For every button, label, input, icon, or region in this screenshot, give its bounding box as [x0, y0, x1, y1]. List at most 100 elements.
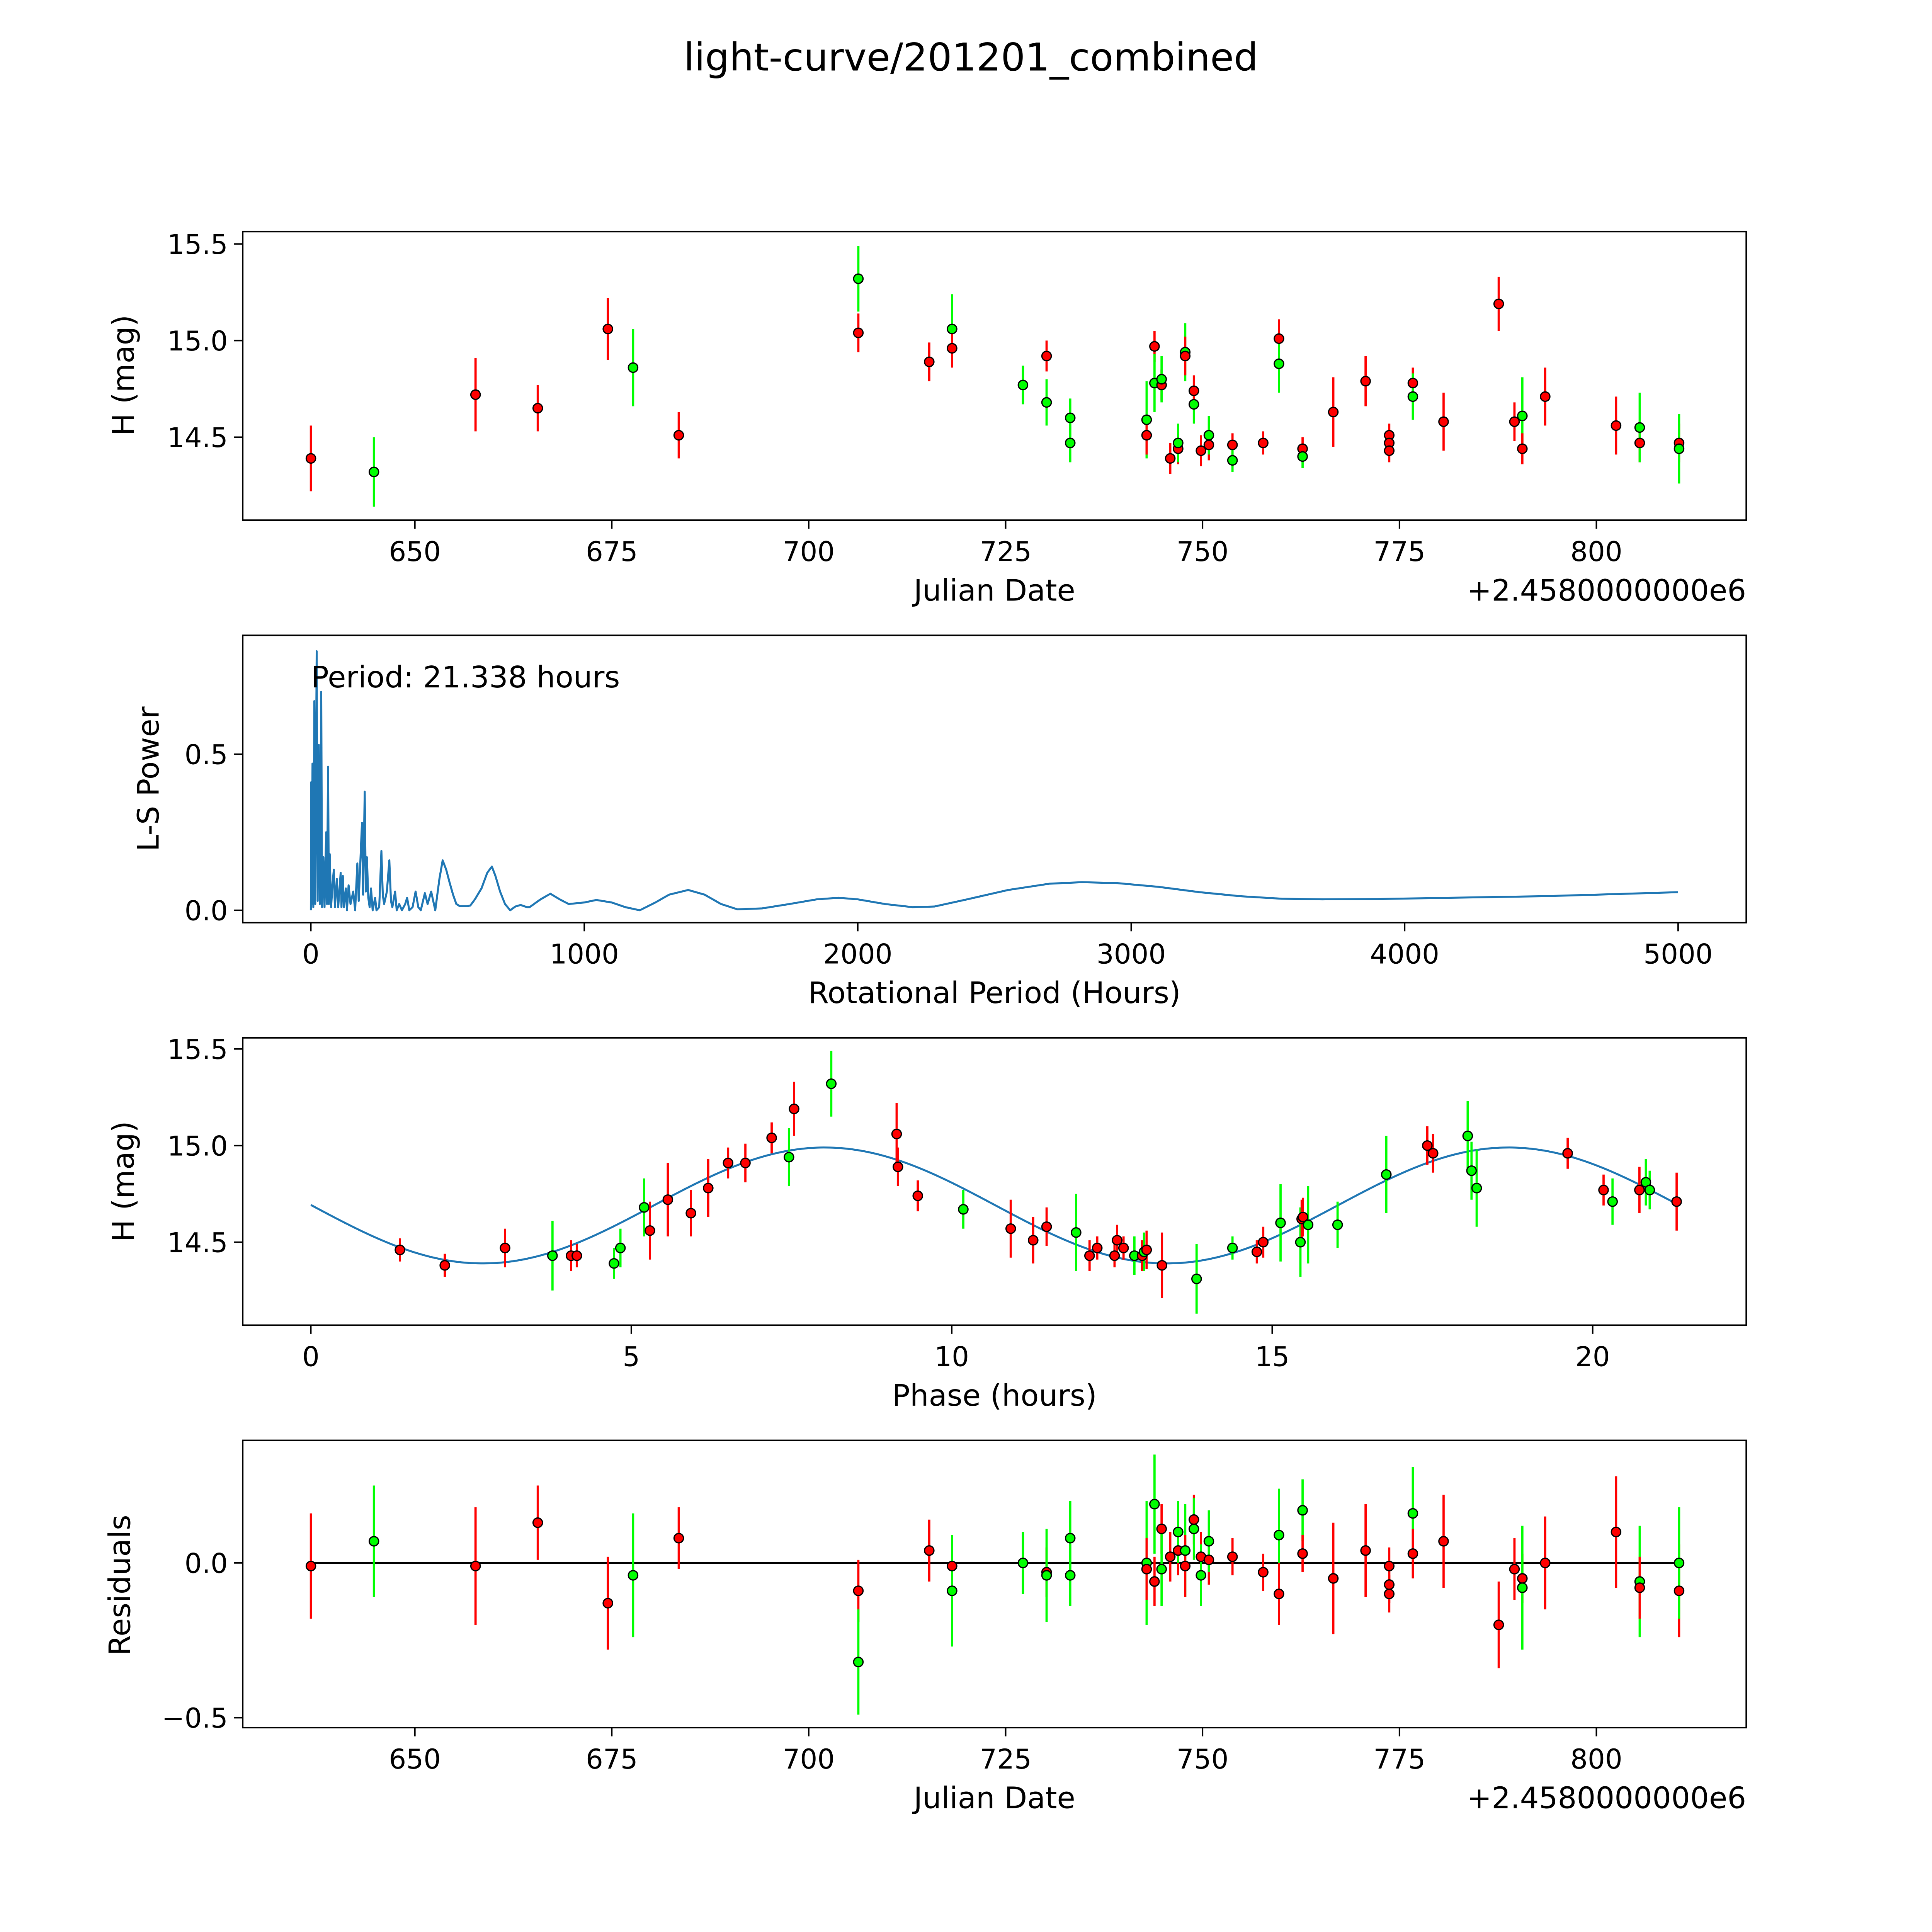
data-point [1173, 437, 1184, 449]
x-tick-label: 20 [1575, 1341, 1610, 1372]
data-point [1471, 1182, 1482, 1194]
data-point [703, 1182, 714, 1194]
phase-folded-panel: 0 5 10 15 20 14.5 15.0 15.5 [167, 1034, 1747, 1372]
data-point [532, 403, 543, 414]
data-point [602, 323, 613, 335]
y-tick-label: 15.5 [167, 1034, 228, 1065]
data-point [1634, 437, 1645, 449]
data-point [1041, 350, 1052, 362]
data-point [1149, 341, 1160, 352]
data-point [639, 1202, 650, 1213]
data-point [1634, 422, 1645, 433]
data-point [1065, 437, 1076, 449]
data-point [500, 1242, 510, 1253]
x-tick-label: 775 [1374, 536, 1426, 568]
data-point [947, 343, 957, 354]
data-point [1041, 397, 1052, 408]
data-point [1141, 414, 1152, 425]
xlabel-phase: Phase (hours) [892, 1379, 1097, 1413]
x-tick-label: 10 [934, 1341, 969, 1372]
data-point [1017, 379, 1029, 391]
data-point [1188, 385, 1199, 396]
data-point [645, 1225, 655, 1236]
data-point [1407, 391, 1418, 402]
data-point [1118, 1242, 1129, 1253]
data-point [305, 453, 316, 464]
x-tick-label: 650 [389, 1743, 441, 1775]
axes-frame [242, 231, 1747, 521]
y-tick-label: 14.5 [167, 1227, 228, 1259]
data-point [1258, 1567, 1269, 1578]
data-point [947, 323, 957, 335]
x-tick-label: 800 [1570, 536, 1622, 568]
data-point [853, 1656, 864, 1668]
data-point [1156, 1523, 1167, 1534]
data-point [368, 466, 379, 478]
x-tick-label: 15 [1255, 1341, 1290, 1372]
data-point [1611, 420, 1622, 431]
data-point [1041, 1221, 1052, 1232]
y-tick-label: −0.5 [162, 1702, 228, 1734]
ylabel-light-curve: H (mag) [107, 315, 141, 436]
data-point [1065, 412, 1076, 423]
data-point [439, 1260, 450, 1271]
data-point [766, 1132, 777, 1143]
data-point [1196, 445, 1206, 456]
y-tick-label: 14.5 [167, 422, 228, 454]
x-tick-label: 2000 [823, 939, 892, 970]
x-offset-residuals: +2.4580000000e6 [1467, 1781, 1746, 1815]
data-point [532, 1517, 543, 1528]
data-point [853, 1585, 864, 1596]
data-point [1258, 437, 1269, 449]
data-point [1634, 1184, 1645, 1196]
x-tick-label: 725 [980, 1743, 1032, 1775]
data-point [1141, 1244, 1152, 1255]
data-point [958, 1204, 969, 1215]
ylabel-residuals: Residuals [103, 1515, 138, 1656]
data-point [1274, 1529, 1284, 1541]
data-point [1165, 453, 1176, 464]
data-point [602, 1598, 613, 1609]
data-point [1141, 1564, 1152, 1575]
data-point [1251, 1246, 1262, 1257]
axes-frame [242, 1037, 1747, 1326]
data-point [1428, 1148, 1439, 1159]
x-tick-label: 700 [783, 1743, 835, 1775]
data-point [1493, 1619, 1504, 1630]
data-point [1005, 1223, 1016, 1234]
data-point [1227, 455, 1238, 466]
y-tick-label: 15.0 [167, 325, 228, 357]
data-point [1671, 1196, 1682, 1207]
data-point [1203, 1536, 1214, 1547]
data-point [1517, 443, 1528, 454]
data-point [1384, 1561, 1395, 1571]
data-point [1180, 1545, 1191, 1556]
data-point [1191, 1273, 1202, 1284]
residuals-panel: 650 675 700 725 750 775 800 −0.5 0.0 [162, 1439, 1747, 1775]
data-point [1540, 1558, 1551, 1568]
data-point [1258, 1236, 1269, 1248]
x-tick-label: 675 [586, 536, 638, 568]
data-point [853, 273, 864, 284]
data-point [1141, 430, 1152, 441]
ylabel-periodogram: L-S Power [131, 706, 166, 851]
data-point [1517, 1582, 1528, 1593]
data-point [547, 1250, 558, 1261]
data-point [1381, 1169, 1392, 1180]
data-point [1274, 1588, 1284, 1599]
data-point [609, 1258, 619, 1269]
x-tick-label: 650 [389, 536, 441, 568]
data-point [1188, 1514, 1199, 1525]
data-point [1673, 1558, 1685, 1568]
data-point [1156, 1564, 1167, 1575]
x-tick-label: 4000 [1370, 939, 1439, 970]
data-point [1156, 1260, 1167, 1271]
data-point [1328, 1573, 1339, 1584]
data-point [1438, 416, 1449, 427]
data-point [1156, 374, 1167, 385]
periodogram-panel: 0 1000 2000 3000 4000 5000 0.0 0.5 [185, 634, 1747, 970]
y-tick-label: 15.0 [167, 1130, 228, 1162]
y-tick-label: 0.0 [185, 895, 228, 927]
data-point [1017, 1558, 1029, 1568]
data-point [1517, 410, 1528, 422]
